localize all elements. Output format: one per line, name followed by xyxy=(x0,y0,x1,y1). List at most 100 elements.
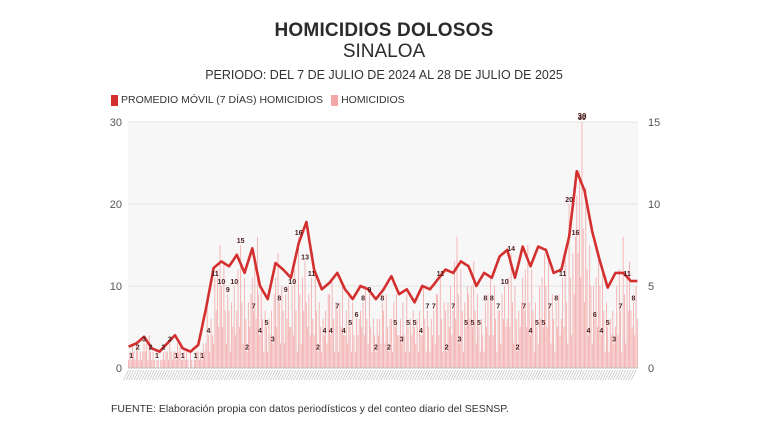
bar-homicidios-305 xyxy=(521,302,522,368)
bar-homicidios-192 xyxy=(375,351,377,368)
bar-homicidios-289 xyxy=(500,343,502,368)
bar-homicidios-321 xyxy=(541,277,543,368)
bar-homicidios-355 xyxy=(585,187,587,368)
x-tick-368 xyxy=(597,369,603,381)
bar-homicidios-1 xyxy=(129,351,131,368)
bar-homicidios-187 xyxy=(369,294,370,368)
bar-homicidios-227 xyxy=(420,335,422,368)
bar-homicidios-182 xyxy=(362,302,364,368)
x-tick-314 xyxy=(527,369,534,381)
x-tick-46 xyxy=(182,369,189,381)
bar-homicidios-54 xyxy=(197,351,199,368)
bar-homicidios-221 xyxy=(412,310,414,368)
x-tick-10 xyxy=(136,369,142,381)
bar-homicidios-358 xyxy=(589,245,591,368)
bar-homicidios-146 xyxy=(316,310,318,368)
bar-homicidios-268 xyxy=(473,261,475,368)
x-tick-250 xyxy=(445,369,451,381)
bar-homicidios-48 xyxy=(190,351,191,368)
x-tick-234 xyxy=(424,369,431,381)
bar-homicidios-67 xyxy=(214,277,216,368)
bar-homicidios-22 xyxy=(156,359,158,368)
bar-homicidios-207 xyxy=(394,327,396,368)
value-label-392: 8 xyxy=(632,295,636,302)
bar-homicidios-6 xyxy=(135,343,137,368)
bar-homicidios-381 xyxy=(618,269,620,368)
bar-homicidios-46 xyxy=(187,359,189,368)
value-label-312: 4 xyxy=(529,328,533,335)
bar-homicidios-331 xyxy=(554,351,556,368)
x-tick-94 xyxy=(244,369,251,381)
y-right-tick-5: 5 xyxy=(648,281,654,293)
x-tick-316 xyxy=(530,369,536,381)
x-tick-278 xyxy=(481,369,488,381)
bar-homicidios-293 xyxy=(505,327,507,368)
legend-label-homicidios: HOMICIDIOS xyxy=(341,94,405,106)
bar-homicidios-83 xyxy=(235,335,236,368)
x-tick-96 xyxy=(246,369,253,381)
bar-homicidios-240 xyxy=(437,294,439,368)
value-label-82: 10 xyxy=(230,279,238,286)
bar-homicidios-382 xyxy=(620,310,621,368)
x-tick-186 xyxy=(362,369,369,381)
x-tick-98 xyxy=(249,369,256,381)
x-tick-300 xyxy=(509,369,516,381)
bar-homicidios-267 xyxy=(472,327,473,368)
bar-homicidios-90 xyxy=(244,277,245,368)
x-tick-390 xyxy=(625,369,632,381)
bar-homicidios-392 xyxy=(633,302,634,368)
bar-homicidios-193 xyxy=(376,318,378,368)
bar-homicidios-10 xyxy=(141,359,142,368)
y-right-tick-10: 10 xyxy=(648,199,660,211)
bar-homicidios-351 xyxy=(580,277,582,368)
bar-homicidios-40 xyxy=(179,343,181,368)
bar-homicidios-130 xyxy=(295,310,297,368)
bar-homicidios-34 xyxy=(171,359,173,368)
x-tick-262 xyxy=(460,369,467,381)
bar-homicidios-219 xyxy=(410,318,412,368)
x-tick-56 xyxy=(195,369,202,381)
legend-label-moving-average: PROMEDIO MÓVIL (7 DÍAS) HOMICIDIOS xyxy=(121,94,324,106)
bar-homicidios-335 xyxy=(559,335,561,368)
bar-homicidios-332 xyxy=(555,302,557,368)
x-tick-214 xyxy=(398,369,405,381)
bar-homicidios-165 xyxy=(340,327,342,368)
bar-homicidios-248 xyxy=(447,302,449,368)
x-tick-76 xyxy=(221,369,227,381)
value-label-232: 7 xyxy=(425,304,429,311)
bar-homicidios-39 xyxy=(178,351,180,368)
bar-homicidios-181 xyxy=(361,327,363,368)
bar-homicidios-8 xyxy=(138,359,140,368)
bar-homicidios-170 xyxy=(347,343,348,368)
bar-homicidios-94 xyxy=(249,327,251,368)
value-label-282: 8 xyxy=(490,295,494,302)
x-tick-146 xyxy=(311,369,318,381)
bar-homicidios-231 xyxy=(425,351,427,368)
bar-homicidios-174 xyxy=(352,302,354,368)
bar-homicidios-123 xyxy=(286,318,288,368)
x-tick-220 xyxy=(406,369,413,381)
value-label-157: 4 xyxy=(329,328,333,335)
bar-homicidios-132 xyxy=(298,236,299,368)
bar-homicidios-29 xyxy=(165,351,167,368)
bar-homicidios-2 xyxy=(130,359,132,368)
value-label-357: 4 xyxy=(586,328,590,335)
value-label-67: 11 xyxy=(211,271,219,278)
bar-homicidios-134 xyxy=(300,343,302,368)
bar-homicidios-283 xyxy=(492,335,494,368)
value-label-77: 9 xyxy=(226,287,230,294)
x-tick-204 xyxy=(386,369,392,381)
bar-homicidios-160 xyxy=(334,351,336,368)
bar-homicidios-0 xyxy=(128,359,129,368)
bar-homicidios-386 xyxy=(625,343,627,368)
value-label-peak: 30 xyxy=(578,112,587,121)
bar-homicidios-346 xyxy=(573,294,575,368)
value-label-277: 8 xyxy=(483,295,487,302)
bar-homicidios-211 xyxy=(399,318,401,368)
x-tick-190 xyxy=(367,369,374,381)
bar-homicidios-322 xyxy=(542,327,544,368)
bar-homicidios-270 xyxy=(475,343,477,368)
bar-homicidios-38 xyxy=(177,343,178,368)
x-tick-256 xyxy=(452,369,459,381)
bar-homicidios-201 xyxy=(387,327,388,368)
